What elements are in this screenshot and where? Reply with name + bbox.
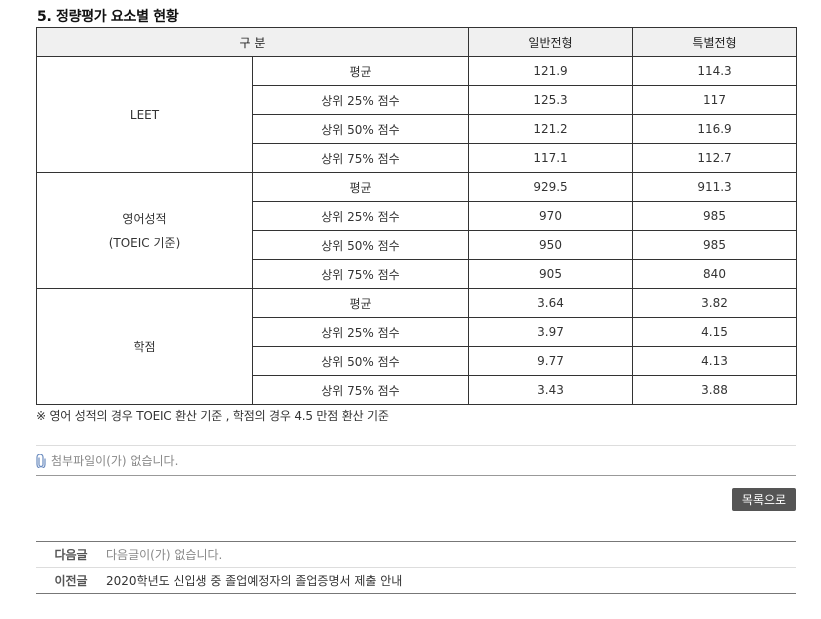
table-row: 상위 50% 점수 950 985 [37, 230, 797, 260]
special-value-cell: 4.13 [632, 346, 797, 376]
item-cell: 상위 50% 점수 [252, 114, 469, 144]
table-header-row: 구 분 일반전형 특별전형 [36, 27, 797, 57]
general-value-cell: 3.97 [468, 317, 633, 347]
special-value-cell: 911.3 [632, 172, 797, 202]
prev-post-label: 이전글 [54, 574, 88, 588]
general-value-cell: 905 [468, 259, 633, 289]
general-value-cell: 117.1 [468, 143, 633, 173]
table-body: LEET 평균 121.9 114.3 상위 25% 점수 125.3 117 상위 50% … [36, 56, 797, 405]
general-value-cell: 929.5 [468, 172, 633, 202]
item-cell: 상위 75% 점수 [252, 259, 469, 289]
special-value-cell: 985 [632, 201, 797, 231]
header-general: 일반전형 [468, 27, 633, 57]
group-label-cell: LEET [36, 56, 253, 173]
group-label: (TOEIC 기준) [108, 235, 181, 250]
prev-post-link[interactable]: 2020학년도 신입생 중 졸업예정자의 졸업증명서 제출 안내 [106, 574, 403, 588]
next-post-label: 다음글 [54, 548, 88, 562]
list-button[interactable]: 목록으로 [732, 488, 796, 511]
special-value-cell: 3.82 [632, 288, 797, 318]
group-label: LEET [129, 107, 160, 122]
table-row: 상위 75% 점수 117.1 112.7 [37, 143, 797, 173]
footnote: ※ 영어 성적의 경우 TOEIC 환산 기준 , 학점의 경우 4.5 만점 … [36, 409, 389, 423]
item-cell: 상위 25% 점수 [252, 317, 469, 347]
table-row: 상위 75% 점수 905 840 [37, 259, 797, 289]
attachment-row: 첨부파일이(가) 없습니다. [36, 445, 796, 476]
special-value-cell: 840 [632, 259, 797, 289]
table-row: 상위 25% 점수 970 985 [37, 201, 797, 231]
group-label: 학점 [133, 339, 156, 354]
table-row: 상위 50% 점수 121.2 116.9 [37, 114, 797, 144]
prev-post-row: 이전글 2020학년도 신입생 중 졸업예정자의 졸업증명서 제출 안내 [36, 567, 796, 593]
general-value-cell: 3.43 [468, 375, 633, 405]
table-row: 학점 평균 3.64 3.82 [36, 288, 797, 405]
table-row: 영어성적 (TOEIC 기준) 평균 929.5 911.3 [36, 172, 797, 289]
table-row: 상위 25% 점수 3.97 4.15 [37, 317, 797, 347]
paperclip-icon [36, 452, 46, 469]
next-post-value: 다음글이(가) 없습니다. [106, 548, 223, 562]
group-label-cell: 학점 [36, 288, 253, 405]
header-special: 특별전형 [632, 27, 797, 57]
item-cell: 상위 50% 점수 [252, 230, 469, 260]
special-value-cell: 3.88 [632, 375, 797, 405]
item-cell: 상위 75% 점수 [252, 143, 469, 173]
general-value-cell: 125.3 [468, 85, 633, 115]
item-cell: 상위 50% 점수 [252, 346, 469, 376]
post-navigation: 다음글 다음글이(가) 없습니다. 이전글 2020학년도 신입생 중 졸업예정… [36, 541, 796, 594]
item-cell: 상위 25% 점수 [252, 85, 469, 115]
item-cell: 평균 [252, 172, 469, 202]
general-value-cell: 9.77 [468, 346, 633, 376]
attachment-text: 첨부파일이(가) 없습니다. [51, 454, 179, 468]
special-value-cell: 114.3 [632, 56, 797, 86]
group-label: 영어성적 [122, 211, 167, 226]
general-value-cell: 970 [468, 201, 633, 231]
table-row: LEET 평균 121.9 114.3 [36, 56, 797, 173]
group-label-cell: 영어성적 (TOEIC 기준) [36, 172, 253, 289]
special-value-cell: 4.15 [632, 317, 797, 347]
special-value-cell: 116.9 [632, 114, 797, 144]
item-cell: 평균 [252, 288, 469, 318]
general-value-cell: 121.9 [468, 56, 633, 86]
general-value-cell: 121.2 [468, 114, 633, 144]
special-value-cell: 985 [632, 230, 797, 260]
table-row: 상위 75% 점수 3.43 3.88 [37, 375, 797, 405]
score-table: 구 분 일반전형 특별전형 LEET 평균 121.9 114.3 상위 25% 점수 1… [36, 27, 797, 405]
item-cell: 상위 25% 점수 [252, 201, 469, 231]
special-value-cell: 117 [632, 85, 797, 115]
general-value-cell: 950 [468, 230, 633, 260]
general-value-cell: 3.64 [468, 288, 633, 318]
table-row: 상위 25% 점수 125.3 117 [37, 85, 797, 115]
next-post-row: 다음글 다음글이(가) 없습니다. [36, 542, 796, 567]
special-value-cell: 112.7 [632, 143, 797, 173]
table-row: 상위 50% 점수 9.77 4.13 [37, 346, 797, 376]
header-category: 구 분 [36, 27, 469, 57]
item-cell: 상위 75% 점수 [252, 375, 469, 405]
section-title: 5. 정량평가 요소별 현황 [37, 9, 179, 25]
item-cell: 평균 [252, 56, 469, 86]
